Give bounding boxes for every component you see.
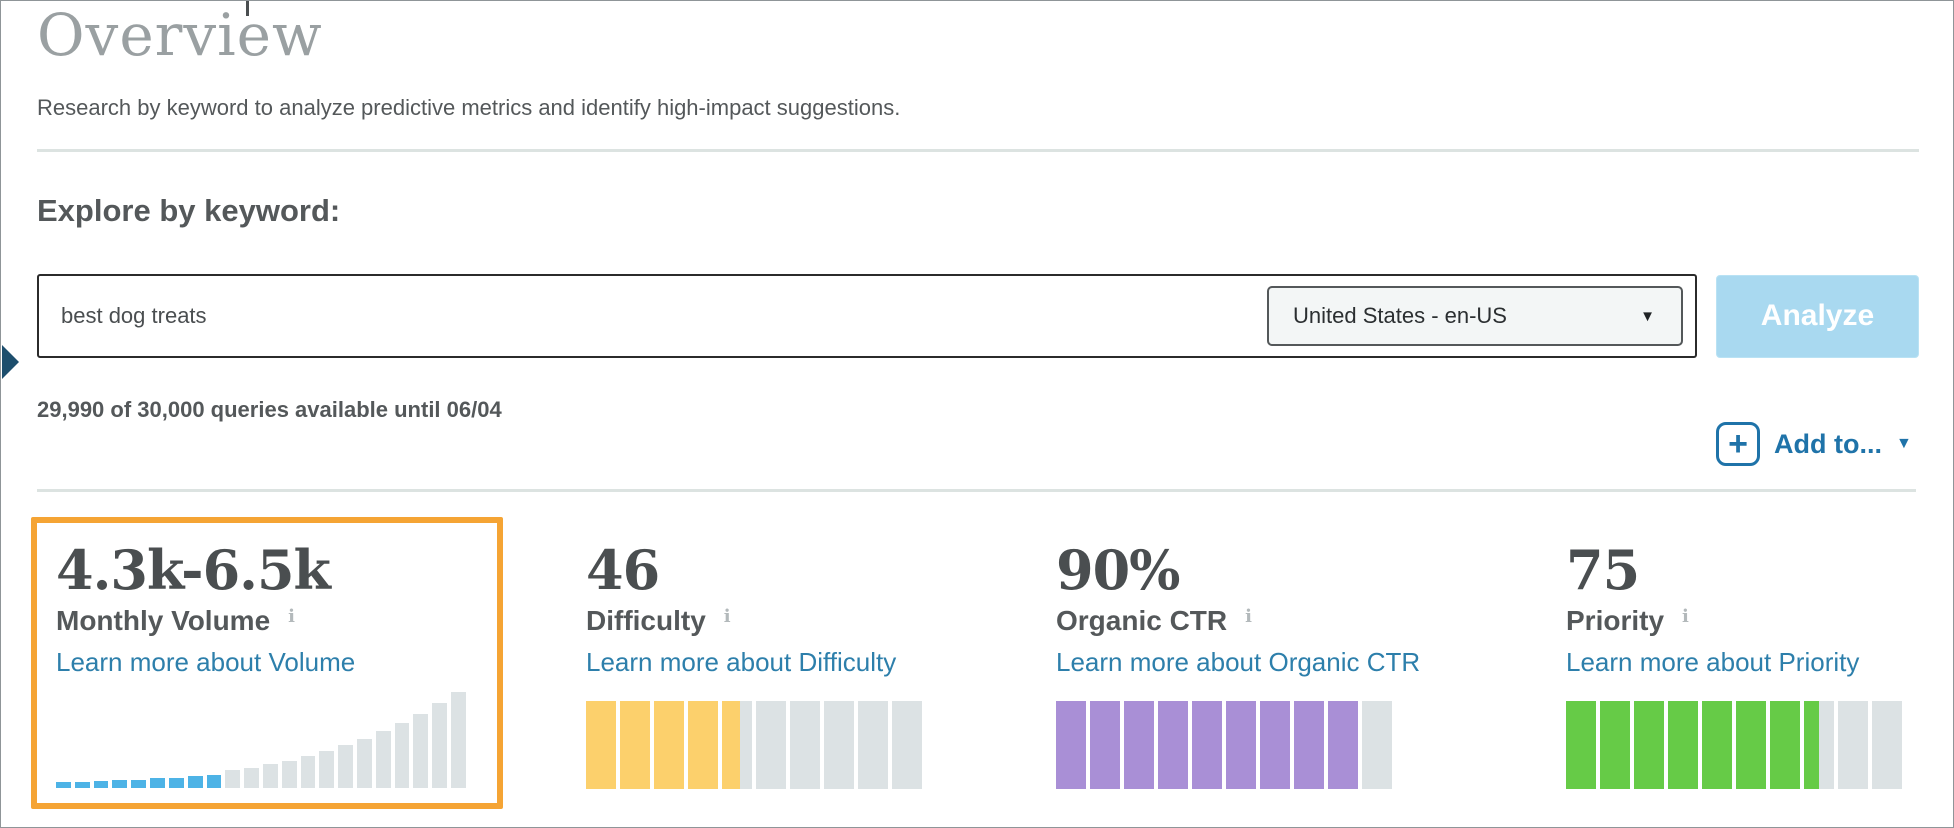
cursor-artifact <box>246 1 249 16</box>
gauge-segment <box>620 701 650 789</box>
gauge-segment <box>586 701 616 789</box>
gauge-segment <box>790 701 820 789</box>
gauge-segment <box>1736 701 1766 789</box>
locale-dropdown[interactable]: United States - en-US ▼ <box>1267 286 1683 346</box>
plus-icon: + <box>1716 422 1760 466</box>
gauge-segment <box>858 701 888 789</box>
learn-more-priority-link[interactable]: Learn more about Priority <box>1566 647 1860 677</box>
gauge-segment <box>1158 701 1188 789</box>
organic-ctr-label: Organic CTR <box>1056 605 1228 636</box>
monthly-volume-value: 4.3k-6.5k <box>56 538 331 602</box>
histogram-bar <box>319 750 335 788</box>
priority-gauge <box>1566 701 1902 789</box>
gauge-segment <box>1566 701 1596 789</box>
gauge-segment <box>1872 701 1902 789</box>
gauge-segment <box>654 701 684 789</box>
gauge-segment <box>1770 701 1800 789</box>
learn-more-organic-ctr-link[interactable]: Learn more about Organic CTR <box>1056 647 1421 677</box>
explore-by-keyword-heading: Explore by keyword: <box>37 193 341 228</box>
histogram-bar <box>93 781 109 788</box>
histogram-bar <box>357 739 372 788</box>
histogram-bar <box>74 782 90 788</box>
histogram-bar <box>56 782 71 788</box>
analyze-button[interactable]: Analyze <box>1716 275 1919 358</box>
gauge-segment <box>1362 701 1392 789</box>
learn-more-difficulty-link[interactable]: Learn more about Difficulty <box>586 647 897 677</box>
histogram-bar <box>281 760 297 788</box>
gauge-segment <box>1226 701 1256 789</box>
histogram-bar <box>413 713 429 788</box>
monthly-volume-histogram <box>56 690 466 788</box>
histogram-bar <box>432 702 448 788</box>
locale-dropdown-value: United States - en-US <box>1293 303 1507 328</box>
histogram-bar <box>262 764 278 788</box>
histogram-bar <box>300 755 316 788</box>
info-icon[interactable]: i <box>288 606 295 627</box>
gauge-segment <box>824 701 854 789</box>
page-subtitle: Research by keyword to analyze predictiv… <box>37 95 901 120</box>
organic-ctr-gauge <box>1056 701 1392 789</box>
gauge-segment <box>1090 701 1120 789</box>
histogram-bar <box>150 778 165 788</box>
histogram-bar <box>112 780 128 788</box>
histogram-bar <box>187 776 203 788</box>
difficulty-gauge <box>586 701 922 789</box>
add-to-button[interactable]: + Add to... ▼ <box>1716 421 1912 467</box>
gauge-segment <box>1804 701 1834 789</box>
add-to-label: Add to... <box>1774 428 1882 459</box>
metric-card-difficulty[interactable]: 46 Difficulty i Learn more about Difficul… <box>586 517 1056 809</box>
info-icon[interactable]: i <box>1245 606 1252 627</box>
gauge-segment <box>1668 701 1698 789</box>
query-quota-note: 29,990 of 30,000 queries available until… <box>37 397 502 422</box>
priority-label: Priority <box>1566 605 1665 636</box>
histogram-bar <box>225 770 241 788</box>
info-icon[interactable]: i <box>723 606 731 627</box>
priority-value: 75 <box>1566 538 1640 602</box>
histogram-bar <box>206 775 222 788</box>
gauge-segment <box>1294 701 1324 789</box>
gauge-segment <box>1260 701 1290 789</box>
histogram-bar <box>131 780 147 788</box>
gauge-segment <box>1056 701 1086 789</box>
difficulty-label: Difficulty <box>586 605 706 636</box>
gauge-segment <box>688 701 718 789</box>
keyword-search-box: United States - en-US ▼ <box>37 274 1697 358</box>
histogram-bar <box>394 723 410 788</box>
gauge-segment <box>1838 701 1868 789</box>
histogram-bar <box>244 768 259 788</box>
histogram-bar <box>338 744 353 788</box>
section-divider <box>37 149 1919 152</box>
metric-card-priority[interactable]: 75 Priority i Learn more about Priority <box>1566 517 1953 809</box>
gauge-segment <box>1192 701 1222 789</box>
keyword-input[interactable] <box>39 276 1239 356</box>
learn-more-volume-link[interactable]: Learn more about Volume <box>56 647 356 677</box>
chevron-down-icon: ▼ <box>1640 307 1655 325</box>
organic-ctr-value: 90% <box>1056 538 1180 602</box>
info-icon[interactable]: i <box>1682 606 1689 627</box>
section-divider <box>37 489 1916 492</box>
gauge-segment <box>722 701 752 789</box>
histogram-bar <box>451 691 466 788</box>
chevron-down-icon: ▼ <box>1895 435 1912 452</box>
pointer-arrow-icon <box>2 345 19 379</box>
monthly-volume-label: Monthly Volume <box>56 605 271 636</box>
gauge-segment <box>1124 701 1154 789</box>
metric-card-monthly-volume[interactable]: 4.3k-6.5k Monthly Volume i Learn more abo… <box>31 517 503 809</box>
gauge-segment <box>1634 701 1664 789</box>
gauge-segment <box>892 701 922 789</box>
difficulty-value: 46 <box>586 538 660 602</box>
histogram-bar <box>375 731 391 788</box>
gauge-segment <box>1328 701 1358 789</box>
gauge-segment <box>756 701 786 789</box>
gauge-segment <box>1702 701 1732 789</box>
metric-card-organic-ctr[interactable]: 90% Organic CTR i Learn more about Organi… <box>1056 517 1526 809</box>
gauge-segment <box>1600 701 1630 789</box>
histogram-bar <box>168 778 184 788</box>
page-title: Overview <box>37 1 323 69</box>
